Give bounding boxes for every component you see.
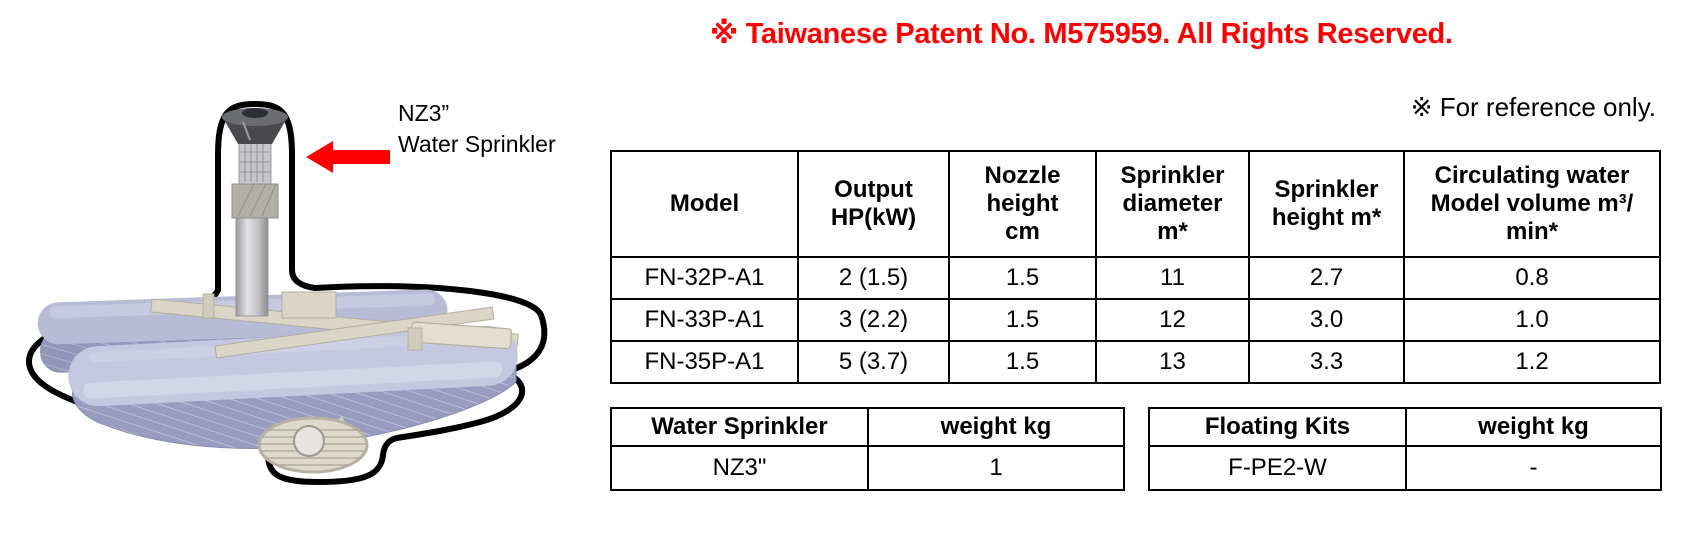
spec-cell-circulating-volume: 0.8 (1403, 256, 1661, 300)
spec-cell-output: 3 (2.2) (797, 298, 950, 342)
water-sprinkler-header: Water Sprinkler (610, 407, 869, 447)
spec-row-fn32p: FN-32P-A1 2 (1.5) 1.5 11 2.7 0.8 (610, 256, 1661, 300)
floating-kits-row: F-PE2-W - (1148, 445, 1662, 491)
spec-cell-nozzle-height: 1.5 (948, 298, 1097, 342)
nozzle-and-pipe (222, 108, 288, 317)
water-sprinkler-weight-cell: 1 (867, 445, 1125, 491)
spec-cell-model: FN-35P-A1 (610, 340, 799, 384)
spec-row-fn35p: FN-35P-A1 5 (3.7) 1.5 13 3.3 1.2 (610, 340, 1661, 384)
spec-cell-circulating-volume: 1.2 (1403, 340, 1661, 384)
spec-cell-sprinkler-diameter: 13 (1095, 340, 1250, 384)
patent-notice: ※ Taiwanese Patent No. M575959. All Righ… (710, 18, 1453, 50)
reference-note: ※ For reference only. (1410, 92, 1656, 122)
spec-cell-output: 2 (1.5) (797, 256, 950, 300)
spec-header-sprinkler-diameter: Sprinkler diameter m* (1095, 150, 1250, 258)
spec-row-fn33p: FN-33P-A1 3 (2.2) 1.5 12 3.0 1.0 (610, 298, 1661, 342)
arrow-left-icon (306, 141, 390, 173)
floating-kits-header-row: Floating Kits weight kg (1148, 407, 1662, 447)
spec-cell-output: 5 (3.7) (797, 340, 950, 384)
spec-header-model: Model (610, 150, 799, 258)
spec-header-row: Model Output HP(kW) Nozzle height cm Spr… (610, 150, 1661, 258)
floating-kits-weight-cell: - (1405, 445, 1662, 491)
floating-kits-table: Floating Kits weight kg F-PE2-W - (1148, 407, 1662, 491)
nozzle-label: NZ3” Water Sprinkler (398, 98, 556, 160)
spec-cell-nozzle-height: 1.5 (948, 256, 1097, 300)
spec-cell-model: FN-33P-A1 (610, 298, 799, 342)
water-sprinkler-row: NZ3" 1 (610, 445, 1125, 491)
nozzle-label-line1: NZ3” (398, 100, 450, 126)
water-sprinkler-table: Water Sprinkler weight kg NZ3" 1 (610, 407, 1125, 491)
floating-kits-model-cell: F-PE2-W (1148, 445, 1407, 491)
spec-header-circulating-volume: Circulating water Model volume m³/ min* (1403, 150, 1661, 258)
spec-cell-nozzle-height: 1.5 (948, 340, 1097, 384)
spec-cell-model: FN-32P-A1 (610, 256, 799, 300)
spec-cell-circulating-volume: 1.0 (1403, 298, 1661, 342)
floating-kits-header: Floating Kits (1148, 407, 1407, 447)
spec-cell-sprinkler-height: 3.3 (1248, 340, 1405, 384)
front-float (68, 325, 518, 449)
spec-cell-sprinkler-diameter: 11 (1095, 256, 1250, 300)
intake-cage (257, 416, 369, 474)
floating-kits-weight-header: weight kg (1405, 407, 1662, 447)
water-sprinkler-model-cell: NZ3" (610, 445, 869, 491)
spec-cell-sprinkler-diameter: 12 (1095, 298, 1250, 342)
spec-cell-sprinkler-height: 2.7 (1248, 256, 1405, 300)
spec-header-sprinkler-height: Sprinkler height m* (1248, 150, 1405, 258)
spec-header-nozzle-height: Nozzle height cm (948, 150, 1097, 258)
water-sprinkler-header-row: Water Sprinkler weight kg (610, 407, 1125, 447)
spec-cell-sprinkler-height: 3.0 (1248, 298, 1405, 342)
nozzle-label-line2: Water Sprinkler (398, 131, 556, 157)
spec-header-output: Output HP(kW) (797, 150, 950, 258)
water-sprinkler-weight-header: weight kg (867, 407, 1125, 447)
floating-sprinkler-illustration (26, 101, 548, 485)
spec-table: Model Output HP(kW) Nozzle height cm Spr… (610, 150, 1661, 384)
frame-beam-front (214, 306, 513, 359)
